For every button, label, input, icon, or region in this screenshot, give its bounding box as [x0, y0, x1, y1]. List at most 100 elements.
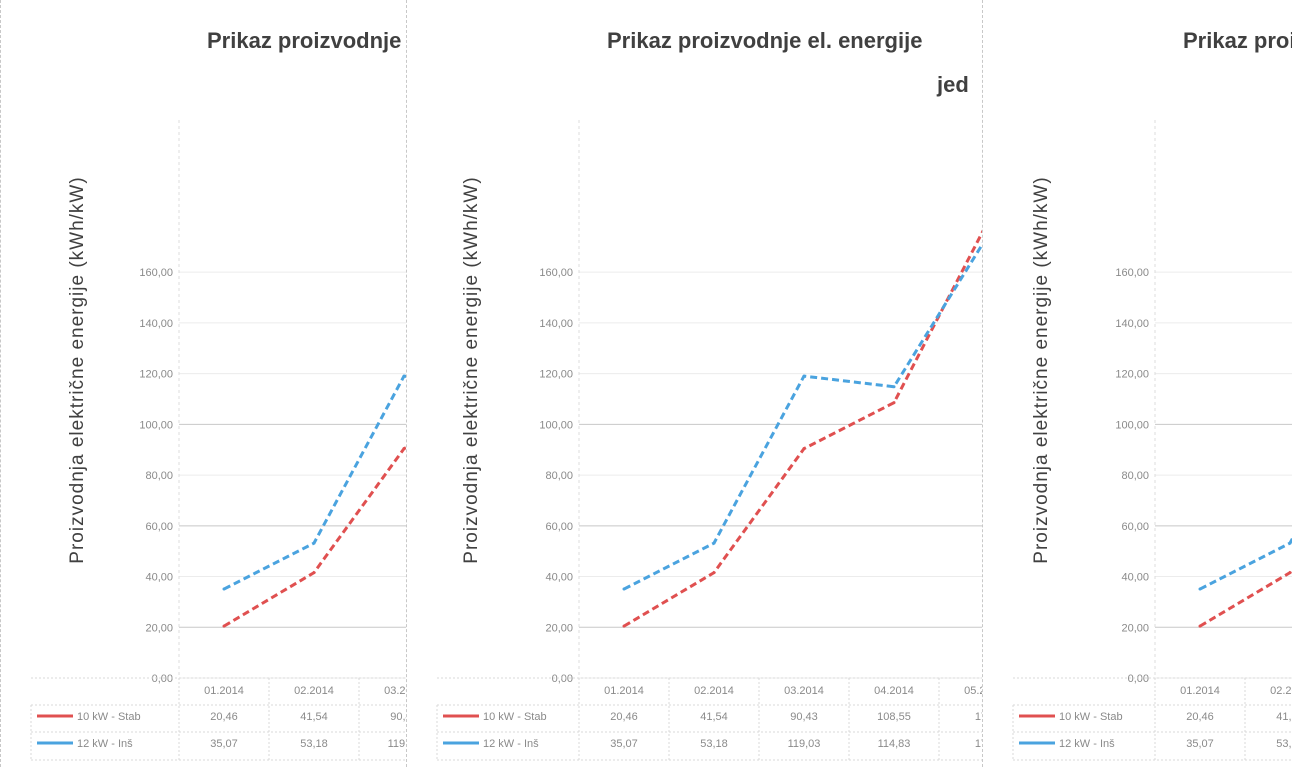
table-value-cell: 53,18: [700, 738, 728, 750]
chart-title: Prikaz proizvodnje el. energije: [1183, 28, 1292, 53]
chart-panel-right: Prikaz proizvodnje el. energije Proizvodn…: [982, 0, 1292, 767]
data-point: [622, 587, 626, 591]
data-point: [892, 401, 896, 405]
y-tick-label: 0,00: [152, 673, 173, 685]
x-category-label: 03.2014: [784, 685, 824, 697]
series-line-1: [1199, 567, 1292, 628]
y-tick-label: 60,00: [545, 521, 573, 533]
legend-series-label: 12 kW - Inš: [1059, 738, 1115, 750]
chart-panel-middle: Prikaz proizvodnje el. energije jed Proizv…: [406, 0, 983, 767]
y-tick-label: 20,00: [145, 622, 173, 634]
y-tick-label: 20,00: [1121, 622, 1149, 634]
data-point: [1198, 624, 1202, 628]
table-value-cell: 35,07: [210, 738, 238, 750]
table-value-cell: 53,18: [300, 738, 328, 750]
table-value-cell: 114,83: [878, 738, 911, 750]
x-category-label: 02.2014: [694, 685, 734, 697]
chart-panel-left: Prikaz proizvodnje el. energije Proizvodn…: [0, 0, 407, 767]
y-tick-label: 80,00: [545, 470, 573, 482]
data-point: [402, 447, 406, 451]
x-category-label: 04.2014: [874, 685, 914, 697]
series-line-1: [223, 445, 407, 628]
x-category-label: 01.2014: [1180, 685, 1220, 697]
data-point: [892, 385, 896, 389]
table-value-cell: 53,18: [1276, 738, 1292, 750]
table-value-cell: 41,54: [700, 711, 728, 723]
legend-series-label: 12 kW - Inš: [483, 738, 539, 750]
table-value-cell: 177: [975, 711, 983, 723]
table-value-cell: 119,03: [788, 738, 821, 750]
data-point: [1288, 541, 1292, 545]
table-value-cell: 119,03: [388, 738, 407, 750]
y-tick-label: 20,00: [545, 622, 573, 634]
y-tick-label: 80,00: [1121, 470, 1149, 482]
x-category-label: 02.2014: [294, 685, 334, 697]
legend-series-label: 10 kW - Stab: [483, 711, 547, 723]
series-line-2: [623, 240, 983, 591]
legend-series-label: 12 kW - Inš: [77, 738, 133, 750]
y-axis-label: Proizvodnja električne energije (kWh/kW): [461, 176, 482, 563]
x-category-label: 01.2014: [204, 685, 244, 697]
x-category-label: 03.2014: [384, 685, 407, 697]
data-point: [1198, 587, 1202, 591]
chart-title: Prikaz proizvodnje el. energije: [207, 28, 407, 53]
series-line-1: [623, 228, 983, 628]
data-point: [222, 587, 226, 591]
series-line-2: [223, 374, 407, 591]
y-tick-label: 160,00: [539, 267, 573, 279]
legend-series-label: 10 kW - Stab: [1059, 711, 1123, 723]
y-tick-label: 100,00: [539, 419, 573, 431]
x-category-label: 01.2014: [604, 685, 644, 697]
y-tick-label: 40,00: [545, 572, 573, 584]
data-point: [1288, 571, 1292, 575]
y-tick-label: 120,00: [1115, 369, 1149, 381]
data-point: [802, 374, 806, 378]
data-point: [312, 541, 316, 545]
y-tick-label: 60,00: [145, 521, 173, 533]
y-tick-label: 40,00: [1121, 572, 1149, 584]
data-point: [402, 374, 406, 378]
table-value-cell: 108,55: [877, 711, 911, 723]
series-line-2: [1199, 536, 1292, 591]
x-category-label: 05.2014: [964, 685, 983, 697]
table-value-cell: 35,07: [1186, 738, 1214, 750]
data-point: [802, 447, 806, 451]
y-tick-label: 100,00: [1115, 419, 1149, 431]
line-chart-svg: Prikaz proizvodnje el. energije jed Proizv…: [436, 28, 983, 761]
table-value-cell: 41,54: [300, 711, 328, 723]
table-value-cell: 20,46: [610, 711, 638, 723]
y-tick-label: 0,00: [1128, 673, 1149, 685]
y-axis-label: Proizvodnja električne energije (kWh/kW): [67, 176, 88, 563]
legend-series-label: 10 kW - Stab: [77, 711, 141, 723]
y-tick-label: 140,00: [139, 318, 173, 330]
table-value-cell: 90,43: [390, 711, 407, 723]
line-chart-svg: Prikaz proizvodnje el. energije Proizvodn…: [30, 28, 407, 761]
y-axis-label: Proizvodnja električne energije (kWh/kW): [1031, 176, 1052, 563]
table-value-cell: 41,54: [1276, 711, 1292, 723]
chart-title: Prikaz proizvodnje el. energije: [607, 28, 922, 53]
y-tick-label: 100,00: [139, 419, 173, 431]
table-value-cell: 20,46: [1186, 711, 1214, 723]
line-chart-svg: Prikaz proizvodnje el. energije Proizvodn…: [1012, 28, 1292, 761]
y-tick-label: 80,00: [145, 470, 173, 482]
y-tick-label: 60,00: [1121, 521, 1149, 533]
y-tick-label: 140,00: [539, 318, 573, 330]
data-point: [622, 624, 626, 628]
y-tick-label: 140,00: [1115, 318, 1149, 330]
y-tick-label: 120,00: [539, 369, 573, 381]
table-value-cell: 172: [975, 738, 983, 750]
y-tick-label: 40,00: [145, 572, 173, 584]
y-tick-label: 120,00: [139, 369, 173, 381]
chart-title-line2: jed: [936, 72, 969, 97]
table-value-cell: 90,43: [790, 711, 818, 723]
table-value-cell: 35,07: [610, 738, 638, 750]
data-point: [312, 571, 316, 575]
table-value-cell: 20,46: [210, 711, 238, 723]
data-point: [712, 571, 716, 575]
y-tick-label: 160,00: [139, 267, 173, 279]
y-tick-label: 160,00: [1115, 267, 1149, 279]
data-point: [712, 541, 716, 545]
x-category-label: 02.2014: [1270, 685, 1292, 697]
y-tick-label: 0,00: [552, 673, 573, 685]
data-point: [222, 624, 226, 628]
